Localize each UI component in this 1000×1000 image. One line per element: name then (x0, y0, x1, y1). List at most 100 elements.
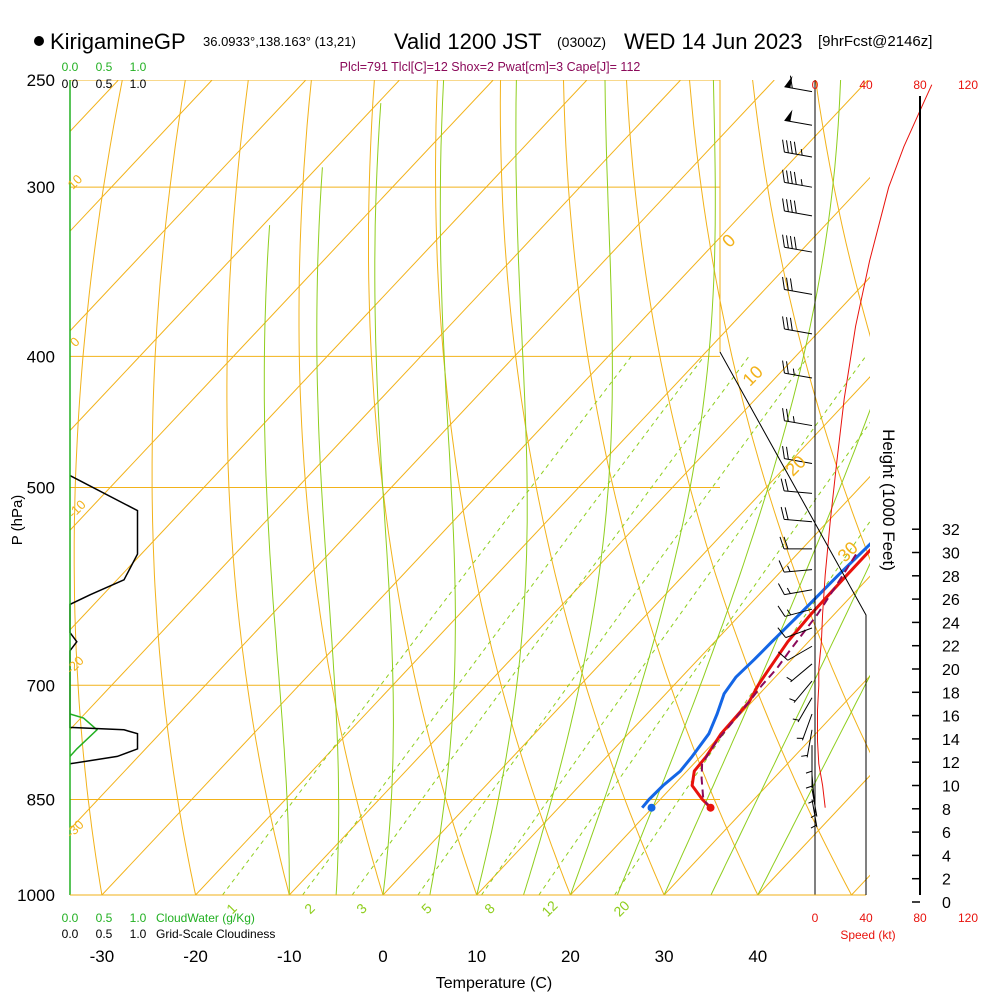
wind-barb-shaft (811, 799, 818, 828)
height-tick-label: 24 (942, 615, 960, 632)
cloudiness-tick-bottom: 1.0 (130, 927, 147, 941)
moist-adiabat-line (429, 80, 456, 895)
cloudiness-tick-top: 1.0 (130, 77, 147, 91)
mixing-ratio-label: 20 (610, 897, 632, 919)
wind-barb (777, 645, 813, 661)
wind-barb-shaft (811, 788, 818, 817)
height-tick-label: 26 (942, 592, 960, 609)
wind-speed-tick-bottom: 120 (958, 911, 978, 925)
wind-barb-shaft (784, 119, 813, 126)
wind-barb-full (782, 139, 785, 153)
wind-barb-full (782, 446, 785, 459)
isotherm-line (70, 80, 588, 631)
mixing-ratio-line (538, 421, 870, 895)
wind-barb-full (782, 234, 785, 248)
chart-header: KirigamineGP 36.0933°,138.163° (13,21) V… (0, 0, 1000, 60)
wind-barb-full (793, 236, 797, 250)
dry-adiabat-line (942, 80, 1000, 895)
isotherm-line (70, 80, 494, 531)
wind-speed-tick-top: 40 (859, 78, 873, 92)
wind-barb-full (780, 506, 785, 520)
wind-barb (810, 788, 818, 819)
wind-barb-shaft (784, 289, 813, 295)
dry-adiabat-line (689, 80, 870, 754)
station-name: KirigamineGP (50, 29, 186, 54)
dry-adiabat-line (626, 80, 852, 895)
wind-barb-shaft (784, 589, 813, 596)
dry-adiabat-line (752, 80, 870, 561)
mixing-ratio-label: 3 (353, 900, 370, 917)
wind-barb-half (789, 698, 796, 702)
x-axis-title: Temperature (C) (436, 975, 552, 992)
wind-barb-shaft (784, 86, 813, 93)
dry-adiabat-label: -10 (65, 497, 89, 521)
wind-barb-full (784, 478, 789, 492)
forecast-run: [9hrFcst@2146z] (818, 33, 933, 50)
cloudiness-title: Grid-Scale Cloudiness (156, 927, 275, 941)
isotherm-line (476, 475, 870, 895)
wind-barb (780, 506, 813, 523)
wind-barb (778, 560, 813, 573)
wind-barb (796, 713, 813, 741)
pressure-tick-label: 300 (27, 178, 55, 197)
wind-barb (792, 697, 813, 723)
valid-date: WED 14 Jun 2023 (624, 29, 803, 54)
dry-adiabat-label: 10 (739, 362, 767, 390)
dewpoint-line (641, 542, 870, 809)
wind-barb-shaft (784, 420, 813, 427)
isotherm-line (663, 675, 870, 895)
mixing-ratio-line (222, 355, 632, 895)
dry-adiabat-label: 0 (718, 230, 739, 251)
wind-barb-full (793, 171, 797, 185)
wind-speed-tick-top: 80 (913, 78, 927, 92)
height-tick-label: 4 (942, 848, 951, 865)
wind-barb-full (786, 361, 789, 374)
background-grid (70, 80, 1000, 895)
wind-barb (786, 663, 813, 683)
cloud-water-tick-bottom: 1.0 (130, 911, 147, 925)
wind-barb-flag (784, 76, 793, 88)
wind-barb-full (786, 199, 789, 212)
wind-barb-half (792, 718, 800, 721)
cloudiness-tick-bottom: 0.5 (96, 927, 113, 941)
pressure-tick-label: 700 (27, 676, 55, 695)
wind-speed-tick-bottom: 80 (913, 911, 927, 925)
wind-barb-full (779, 536, 785, 550)
wind-barb-shaft (806, 729, 813, 758)
wind-speed-tick-bottom: 0 (812, 911, 819, 925)
moist-adiabat-line (616, 80, 842, 895)
cloud-water-tick-bottom: 0.5 (96, 911, 113, 925)
wind-speed-profile-line (817, 84, 933, 808)
wind-barb-half (801, 754, 808, 757)
wind-barb-full (789, 75, 793, 89)
wind-barb (782, 446, 813, 464)
station-dot-icon (34, 36, 44, 46)
wind-barb (805, 760, 813, 789)
wind-barb-shaft (784, 458, 813, 464)
wind-barb (784, 109, 813, 126)
isotherm-line (382, 376, 870, 895)
height-tick-label: 12 (942, 755, 960, 772)
temperature-tick-label: 0 (378, 947, 387, 966)
moist-adiabat-line (757, 674, 870, 895)
height-tick-label: 6 (942, 825, 951, 842)
mixing-ratio-line (614, 520, 870, 895)
wind-barb-full (782, 360, 785, 374)
height-tick-label: 30 (942, 546, 960, 563)
cloud-water-tick-top: 1.0 (130, 60, 147, 74)
y-axis-title: P (hPa) (9, 495, 26, 546)
wind-barb-shaft (787, 645, 813, 661)
wind-barb-full (777, 605, 786, 617)
wind-barb-shaft (784, 608, 813, 617)
wind-barb-full (778, 560, 785, 573)
wind-barb-full (777, 583, 785, 595)
wind-barb-half (792, 416, 795, 423)
wind-barb (810, 799, 818, 829)
isotherm-line (70, 80, 213, 232)
dry-adiabat-line (151, 80, 197, 895)
wind-barb (782, 198, 813, 217)
wind-barb (782, 139, 813, 158)
dry-adiabat-label: 10 (64, 171, 85, 192)
mixing-ratio-line (351, 356, 750, 895)
